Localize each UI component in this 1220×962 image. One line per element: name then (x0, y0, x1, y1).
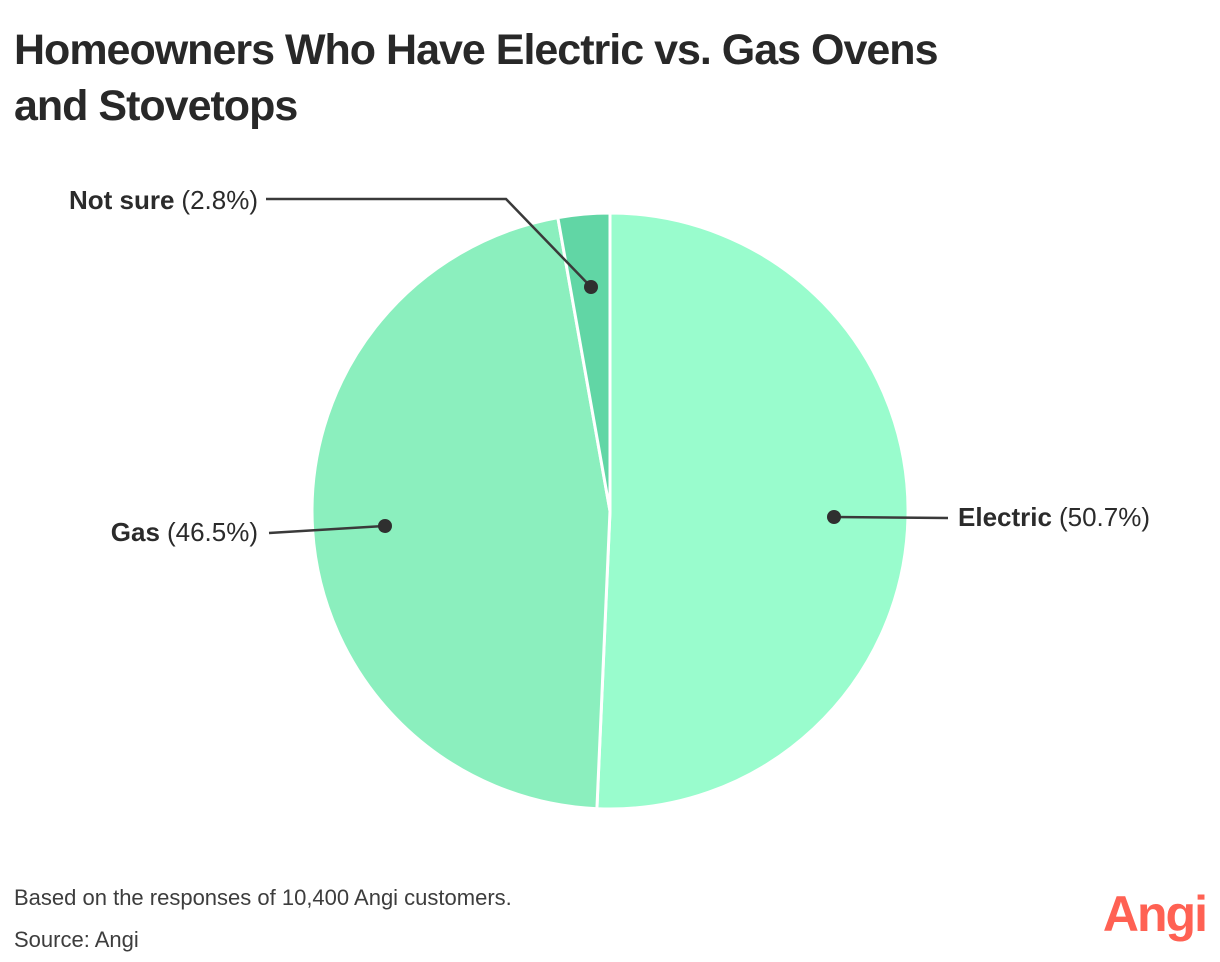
angi-logo: Angi (1102, 886, 1208, 942)
chart-title: Homeowners Who Have Electric vs. Gas Ove… (14, 22, 1194, 134)
pie-slice-gas (310, 216, 612, 811)
leader-line-electric (833, 515, 949, 520)
label-electric-name: Electric (958, 502, 1052, 532)
label-electric: Electric (50.7%) (958, 501, 1150, 533)
label-electric-pct: (50.7%) (1058, 502, 1150, 532)
label-not-sure-name: Not sure (68, 185, 175, 215)
footnote: Based on the responses of 10,400 Angi cu… (14, 885, 512, 910)
leader-dot-gas (378, 519, 392, 533)
label-gas-pct: (46.5%) (166, 517, 258, 547)
source-line: Source: Angi (14, 927, 139, 952)
label-not-sure: Not sure (2.8%) (69, 184, 258, 216)
label-not-sure-pct: (2.8%) (181, 185, 258, 215)
label-gas: Gas (46.5%) (111, 516, 258, 548)
pie-slices (310, 211, 910, 811)
leader-dot-electric (827, 510, 841, 524)
chart-title-line2: and Stovetops (14, 82, 298, 130)
leader-line-gas (268, 524, 386, 535)
leader-line-not-sure (266, 197, 592, 288)
chart-title-line1: Homeowners Who Have Electric vs. Gas Ove… (14, 26, 938, 74)
leader-dot-not-sure (584, 280, 598, 294)
pie-slice-electric (595, 211, 910, 811)
label-gas-name: Gas (110, 517, 160, 547)
leader-lines (266, 197, 949, 535)
